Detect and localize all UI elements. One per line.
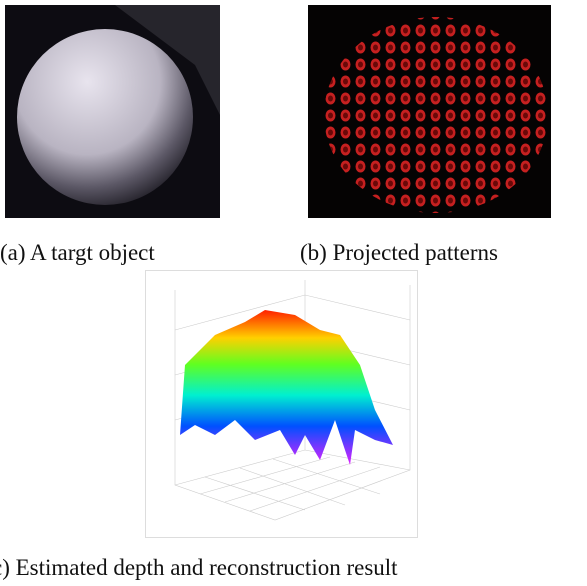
caption-b: (b) Projected patterns bbox=[300, 241, 498, 264]
target-object-photo bbox=[5, 5, 220, 218]
figure-page: (a) A targt object (b) Projected pattern… bbox=[0, 0, 587, 586]
caption-c: c) Estimated depth and reconstruction re… bbox=[0, 556, 398, 579]
projected-patterns-photo bbox=[308, 5, 551, 218]
reconstruction-plot bbox=[145, 270, 418, 538]
caption-a: (a) A targt object bbox=[0, 241, 155, 264]
